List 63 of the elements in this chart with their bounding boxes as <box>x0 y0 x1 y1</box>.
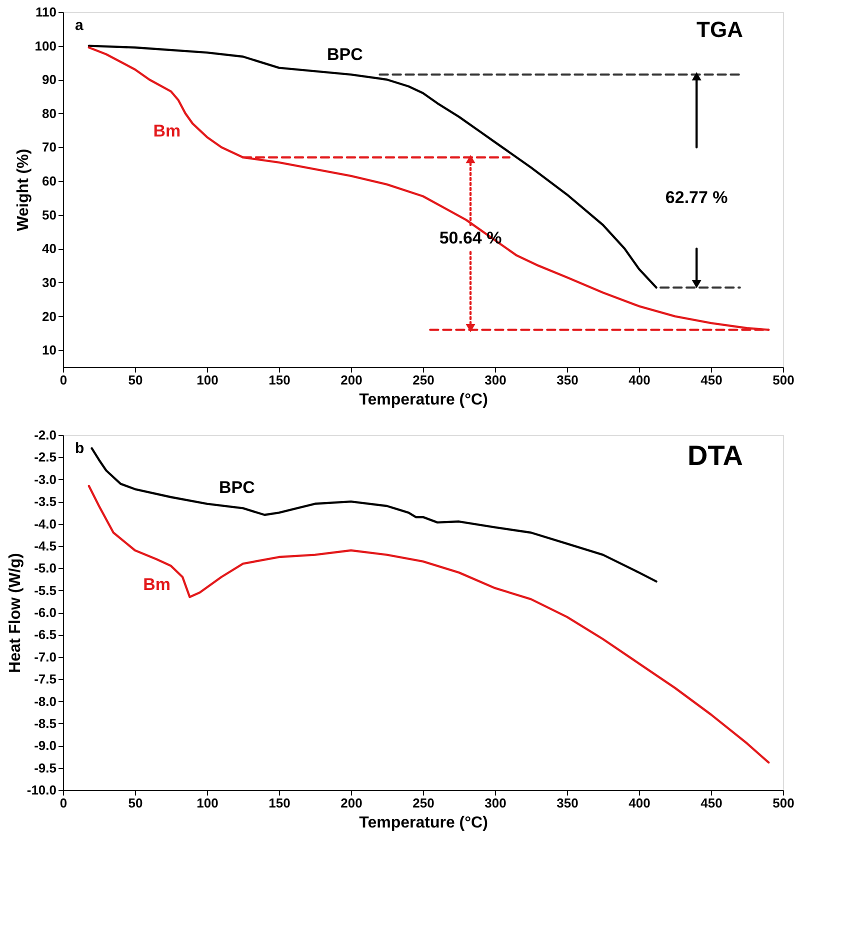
chart-title: DTA <box>688 440 743 471</box>
x-axis-title: Temperature (°C) <box>359 392 488 408</box>
y-tick-label: 40 <box>42 241 56 256</box>
y-tick-label: -3.5 <box>34 494 56 510</box>
y-tick-label: -3.0 <box>34 472 56 487</box>
y-tick-label: 100 <box>34 38 56 54</box>
y-tick-label: -10.0 <box>26 782 56 798</box>
y-tick-label: 70 <box>42 140 56 155</box>
x-tick-label: 400 <box>628 372 650 388</box>
series-label: Bm <box>143 575 171 594</box>
x-tick-label: 100 <box>196 796 218 810</box>
chart-title: TGA <box>696 17 744 42</box>
y-tick-label: 10 <box>42 342 56 358</box>
y-tick-label: 50 <box>42 207 56 222</box>
x-tick-label: 450 <box>700 372 722 388</box>
y-tick-label: -8.0 <box>34 694 56 709</box>
y-tick-label: -7.0 <box>34 649 56 664</box>
x-tick-label: 50 <box>128 796 143 810</box>
x-tick-label: 350 <box>556 372 578 388</box>
x-tick-label: 50 <box>128 372 143 388</box>
x-tick-label: 200 <box>340 372 362 388</box>
series-label: BPC <box>327 45 363 64</box>
y-tick-label: 110 <box>36 4 56 20</box>
y-tick-label: -4.0 <box>34 516 56 532</box>
annotation: a <box>75 17 84 34</box>
y-tick-label: -5.0 <box>34 560 56 576</box>
x-axis-title: Temperature (°C) <box>359 814 488 832</box>
x-tick-label: 350 <box>556 796 578 810</box>
annotation: b <box>75 440 84 457</box>
y-tick-label: -6.5 <box>34 627 56 642</box>
x-tick-label: 100 <box>196 372 218 388</box>
y-tick-label: 80 <box>42 106 56 121</box>
x-tick-label: 300 <box>484 372 506 388</box>
x-tick-label: 200 <box>340 796 362 810</box>
x-tick-label: 150 <box>268 796 290 810</box>
y-tick-label: -4.5 <box>34 538 56 554</box>
y-tick-label: -7.5 <box>34 672 56 687</box>
y-tick-label: 20 <box>42 308 56 324</box>
y-tick-label: 30 <box>42 274 56 290</box>
y-tick-label: -2.5 <box>34 450 56 465</box>
y-tick-label: -5.5 <box>34 582 56 598</box>
x-tick-label: 0 <box>60 796 68 810</box>
y-axis-title: Heat Flow (W/g) <box>6 553 24 673</box>
x-tick-label: 250 <box>412 372 434 388</box>
y-tick-label: -2.0 <box>34 428 56 442</box>
x-tick-label: 500 <box>772 372 794 388</box>
y-tick-label: -8.5 <box>34 716 56 731</box>
annotation: 62.77 % <box>665 188 728 207</box>
y-tick-label: -9.5 <box>34 760 56 776</box>
y-axis-title: Weight (%) <box>14 148 32 232</box>
x-tick-label: 450 <box>700 796 722 810</box>
series-label: Bm <box>153 122 181 141</box>
y-tick-label: 90 <box>42 72 56 88</box>
x-tick-label: 0 <box>60 372 68 388</box>
x-tick-label: 150 <box>268 372 290 388</box>
x-tick-label: 500 <box>772 796 794 810</box>
x-tick-label: 400 <box>628 796 650 810</box>
y-tick-label: 60 <box>42 174 56 189</box>
series-label: BPC <box>219 478 255 497</box>
x-tick-label: 300 <box>484 796 506 810</box>
x-tick-label: 250 <box>412 796 434 810</box>
y-tick-label: -9.0 <box>34 738 56 754</box>
y-tick-label: -6.0 <box>34 605 56 620</box>
